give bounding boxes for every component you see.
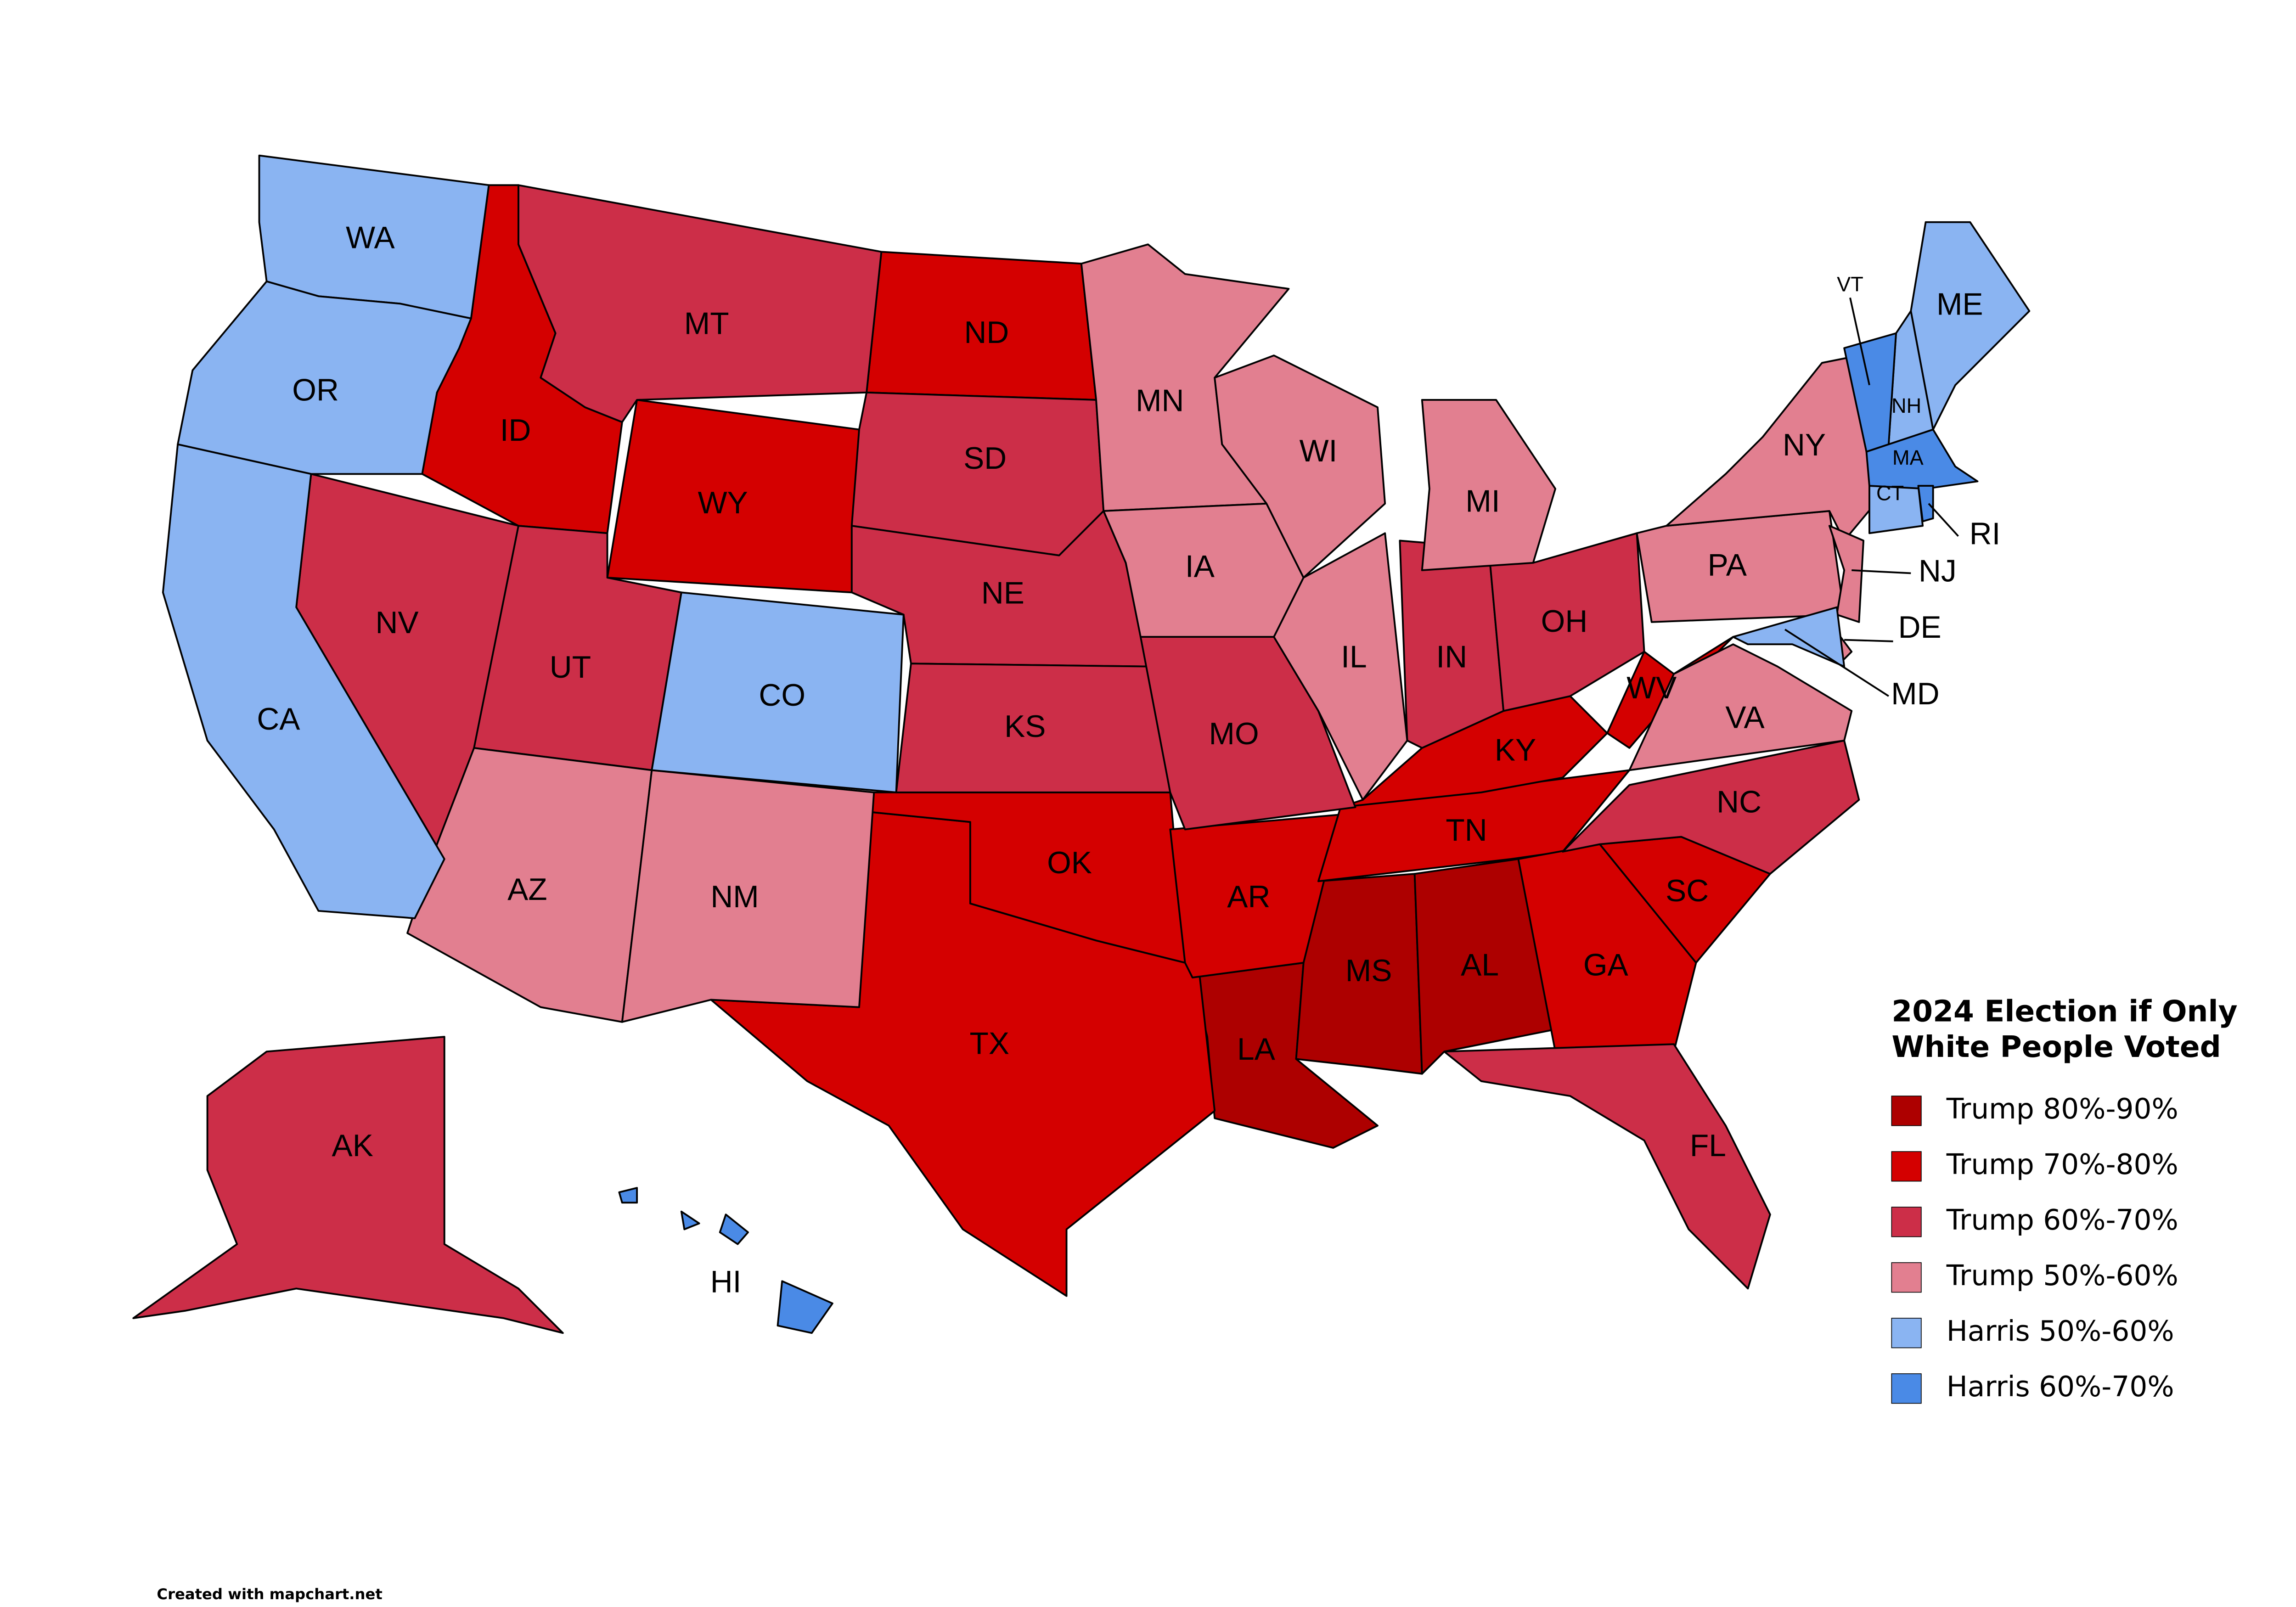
footer: Created with mapchart.net bbox=[157, 1585, 382, 1603]
state-label: NH bbox=[1891, 394, 1921, 417]
state-label: MN bbox=[1136, 383, 1184, 418]
state-label: AR bbox=[1227, 880, 1270, 914]
state-label: MO bbox=[1209, 717, 1259, 751]
state bbox=[719, 1214, 749, 1245]
legend-swatch bbox=[1891, 1207, 1922, 1237]
legend-title: 2024 Election if Only White People Voted bbox=[1891, 994, 2237, 1064]
legend-label: Harris 50%-60% bbox=[1947, 1315, 2174, 1348]
state bbox=[1273, 532, 1408, 801]
state-label: WV bbox=[1626, 671, 1677, 705]
state-label: OR bbox=[292, 373, 339, 408]
state-label: HI bbox=[710, 1265, 742, 1299]
state-label: UT bbox=[550, 650, 591, 685]
state-label: LA bbox=[1237, 1032, 1276, 1067]
state-label: VA bbox=[1725, 701, 1765, 735]
legend-swatch bbox=[1891, 1151, 1922, 1182]
state-label: NY bbox=[1783, 428, 1826, 462]
state bbox=[777, 1280, 833, 1334]
state-label: OH bbox=[1541, 604, 1588, 639]
state-label: MD bbox=[1891, 677, 1939, 711]
state bbox=[1828, 525, 1864, 623]
state bbox=[866, 791, 1186, 964]
state bbox=[1636, 510, 1846, 623]
state-label: WA bbox=[346, 220, 395, 255]
state-label: PA bbox=[1708, 548, 1747, 582]
state bbox=[618, 1187, 638, 1204]
state-labels: LA MS AL ID WY ND TX OK AR TN KY WV GA SC MT NV UT SD NE KS… bbox=[257, 220, 2000, 1299]
state bbox=[1421, 399, 1557, 571]
state bbox=[1628, 643, 1853, 771]
state bbox=[1413, 858, 1557, 1075]
state-label: TX bbox=[970, 1026, 1010, 1061]
state-label: NM bbox=[710, 880, 759, 914]
state-label: MT bbox=[684, 307, 729, 341]
state bbox=[1562, 739, 1860, 875]
state-label: TN bbox=[1446, 813, 1487, 848]
legend-label: Trump 80%-90% bbox=[1946, 1093, 2178, 1125]
state-label: ME bbox=[1936, 287, 1983, 322]
leader-line bbox=[1849, 297, 1870, 386]
state bbox=[1917, 485, 1934, 523]
state bbox=[1214, 354, 1386, 579]
legend-swatch bbox=[1891, 1096, 1922, 1126]
legend-swatch bbox=[1891, 1318, 1922, 1349]
state bbox=[132, 1036, 564, 1334]
state-label: OK bbox=[1047, 846, 1092, 880]
state-label: AK bbox=[332, 1129, 373, 1163]
state bbox=[651, 591, 905, 793]
state bbox=[621, 769, 875, 1023]
state bbox=[162, 443, 445, 919]
state-label: AL bbox=[1461, 948, 1499, 982]
state-label: KS bbox=[1004, 709, 1046, 744]
leader-line bbox=[1784, 629, 1889, 697]
state-label: CA bbox=[257, 702, 300, 736]
leader-line bbox=[1844, 639, 1893, 642]
legend-swatch bbox=[1891, 1262, 1922, 1293]
state-label: NC bbox=[1716, 785, 1761, 820]
state-label: MS bbox=[1345, 954, 1392, 988]
state-label: IA bbox=[1185, 550, 1215, 584]
state-label: SD bbox=[963, 441, 1007, 476]
legend-label: Trump 70%-80% bbox=[1946, 1148, 2178, 1181]
state-label: RI bbox=[1970, 517, 2001, 551]
state bbox=[1732, 606, 1846, 668]
legend-label: Trump 60%-70% bbox=[1946, 1204, 2178, 1236]
state bbox=[1443, 1043, 1771, 1290]
legend-swatch bbox=[1891, 1373, 1922, 1404]
state-label: IN bbox=[1436, 640, 1467, 674]
state bbox=[1865, 428, 1979, 490]
state-label: CT bbox=[1876, 481, 1904, 505]
state-label: CO bbox=[759, 678, 805, 713]
state bbox=[518, 184, 883, 423]
state-label: MA bbox=[1892, 446, 1924, 469]
state bbox=[680, 1210, 700, 1231]
state-label: IL bbox=[1341, 640, 1367, 674]
leader-line bbox=[1928, 503, 1959, 537]
legend-label: Harris 60%-70% bbox=[1947, 1371, 2174, 1403]
states bbox=[132, 154, 2031, 1334]
state-label: NJ bbox=[1919, 554, 1957, 588]
state bbox=[177, 280, 472, 475]
state-label: KY bbox=[1495, 733, 1536, 768]
state bbox=[1169, 814, 1342, 978]
state-label: MI bbox=[1465, 484, 1500, 519]
state-label: SC bbox=[1666, 874, 1709, 908]
state-label: DE bbox=[1898, 610, 1941, 645]
state-label: ND bbox=[964, 315, 1009, 350]
state-label: NV bbox=[375, 606, 418, 640]
state-label: WY bbox=[698, 486, 748, 520]
state-label: NE bbox=[981, 576, 1024, 611]
legend-label: Trump 50%-60% bbox=[1946, 1259, 2178, 1292]
state-label: GA bbox=[1583, 948, 1629, 982]
state-label: FL bbox=[1690, 1129, 1726, 1163]
leader-line bbox=[1851, 569, 1911, 574]
state-label: WI bbox=[1300, 434, 1338, 468]
state-label: AZ bbox=[507, 872, 547, 907]
state-label: ID bbox=[500, 413, 531, 448]
state-label: VT bbox=[1837, 273, 1863, 296]
